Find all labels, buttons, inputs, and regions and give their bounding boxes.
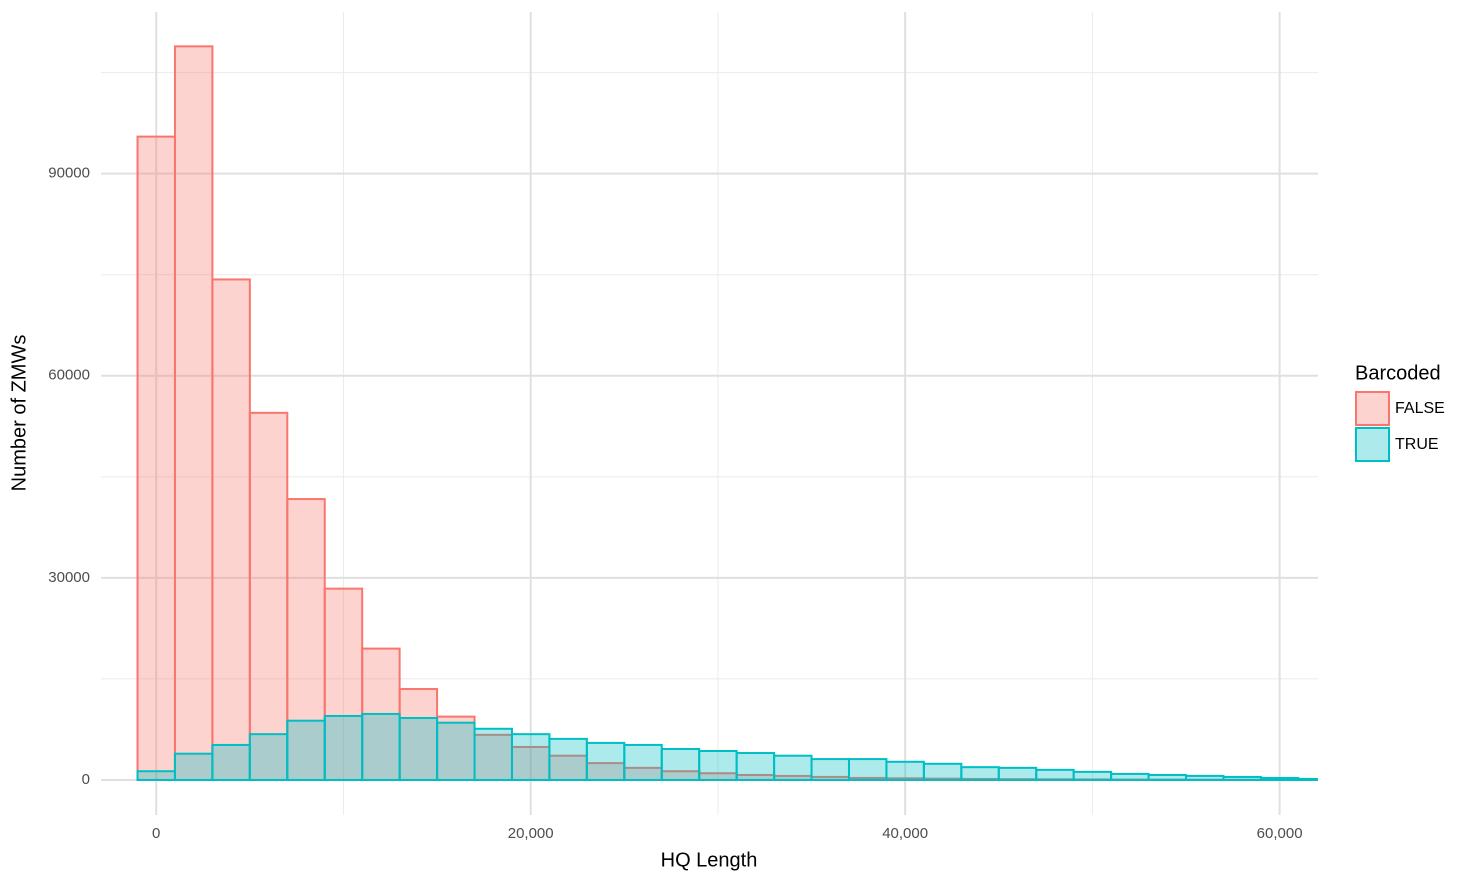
x-tick-label: 60,000	[1257, 825, 1303, 842]
y-tick-label: 60000	[48, 367, 90, 384]
histogram-bar	[774, 756, 811, 780]
histogram-bar	[437, 723, 474, 780]
histogram-bar	[138, 771, 175, 780]
histogram-bar	[1223, 777, 1260, 780]
legend-key	[1356, 428, 1389, 461]
histogram-bar	[475, 729, 512, 780]
y-tick-label: 90000	[48, 165, 90, 182]
histogram-bar	[849, 759, 886, 780]
histogram-bar	[512, 734, 549, 780]
histogram-bar	[212, 745, 249, 780]
histogram-bar	[1074, 772, 1111, 780]
histogram-bar	[886, 762, 923, 780]
histogram-bar	[812, 759, 849, 780]
histogram-bar	[250, 734, 287, 780]
histogram-bar	[1186, 776, 1223, 780]
bars	[138, 46, 1336, 780]
legend-key	[1356, 392, 1389, 425]
x-tick-label: 0	[152, 825, 160, 842]
histogram-bar	[737, 753, 774, 780]
histogram-bar	[924, 764, 961, 780]
histogram-bar	[961, 767, 998, 780]
legend-title: Barcoded	[1355, 362, 1441, 384]
x-tick-label: 20,000	[508, 825, 554, 842]
histogram-bar	[1149, 775, 1186, 780]
histogram-bar	[175, 754, 212, 780]
histogram-bar	[325, 716, 362, 780]
histogram-bar	[1036, 770, 1073, 780]
histogram-bar	[699, 751, 736, 780]
histogram-bar	[1298, 779, 1335, 780]
histogram-bar	[175, 46, 212, 780]
y-tick-label: 0	[82, 771, 90, 788]
histogram-bar	[999, 768, 1036, 780]
histogram-bar	[400, 718, 437, 780]
legend: Barcoded FALSE TRUE	[1355, 362, 1445, 461]
histogram-bar	[250, 413, 287, 780]
histogram-bar	[362, 714, 399, 780]
histogram-bar	[1111, 774, 1148, 780]
legend-label: TRUE	[1395, 436, 1439, 453]
histogram-bar	[138, 137, 175, 780]
y-axis-title: Number of ZMWs	[8, 335, 30, 492]
histogram-bar	[662, 749, 699, 780]
histogram-bar	[212, 279, 249, 780]
x-tick-label: 40,000	[882, 825, 928, 842]
legend-label: FALSE	[1395, 400, 1445, 417]
y-tick-label: 30000	[48, 569, 90, 586]
histogram-bar	[287, 721, 324, 780]
histogram-bar	[549, 739, 586, 780]
histogram-bar	[624, 745, 661, 780]
x-axis-title: HQ Length	[661, 849, 758, 871]
histogram-bar	[1261, 778, 1298, 780]
histogram-bar	[587, 743, 624, 780]
